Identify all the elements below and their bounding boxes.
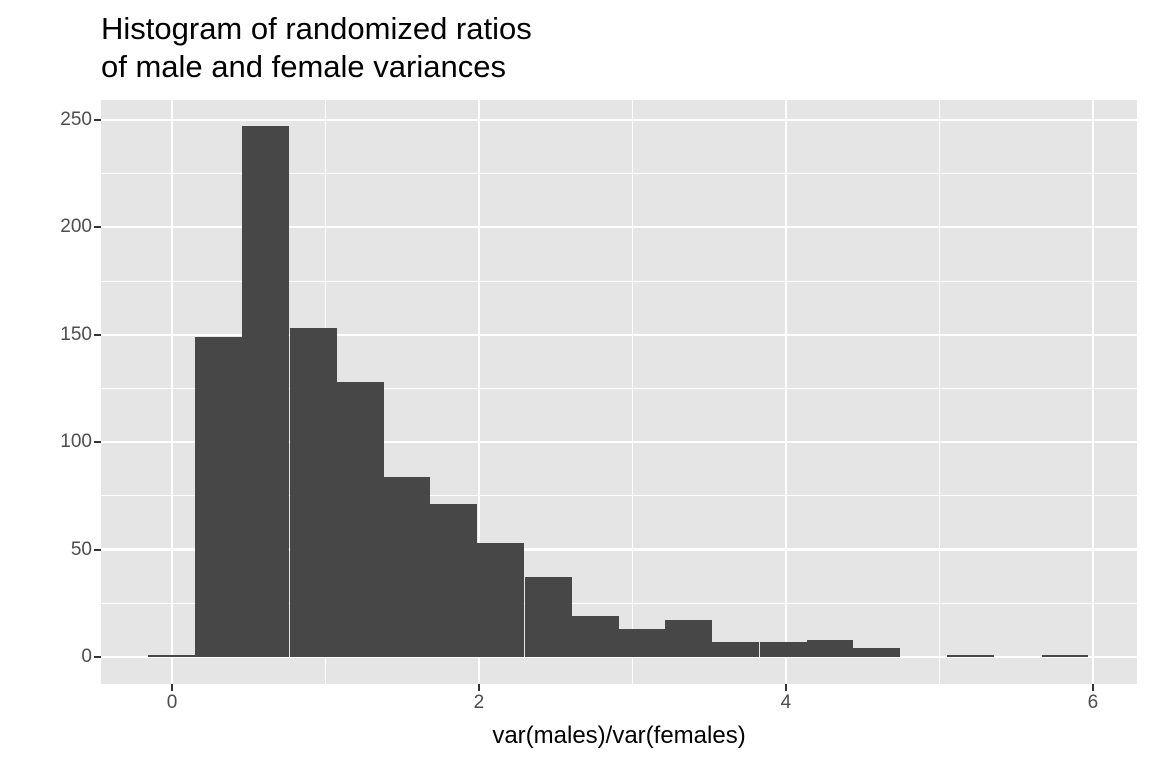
grid-line-major-x (784, 100, 788, 684)
y-tick-mark (94, 118, 101, 121)
x-tick-mark (477, 684, 480, 691)
x-tick-mark (1091, 684, 1094, 691)
grid-line-major-y (101, 118, 1137, 122)
grid-line-major-y (101, 226, 1137, 229)
histogram-bar (336, 382, 384, 657)
y-tick-label: 50 (70, 538, 92, 560)
histogram-bar (853, 648, 901, 657)
y-tick-label: 100 (60, 431, 92, 453)
chart-title: Histogram of randomized ratios of male a… (101, 11, 532, 84)
grid-line-major-y (101, 548, 1137, 551)
grid-line-minor-y (101, 173, 1137, 175)
histogram-bar (524, 577, 572, 657)
histogram-bar (618, 629, 666, 657)
histogram-bar (947, 654, 995, 657)
histogram-bar (242, 126, 290, 657)
grid-line-major-y (101, 441, 1137, 444)
histogram-bar (571, 616, 619, 657)
histogram-bar (195, 336, 243, 657)
x-axis-label: var(males)/var(females) (492, 722, 746, 749)
x-tick-label: 2 (473, 692, 485, 713)
grid-line-major-x (477, 100, 481, 684)
y-tick-label: 250 (60, 108, 92, 130)
histogram-bar (665, 620, 713, 657)
y-tick-mark (94, 226, 101, 229)
histogram-bar (430, 504, 478, 657)
histogram-bar (712, 641, 760, 657)
histogram-bar (759, 641, 807, 657)
grid-line-major-y (101, 655, 1137, 659)
y-tick-label: 0 (81, 645, 92, 667)
plot-panel (101, 100, 1137, 684)
histogram-bar (806, 639, 854, 657)
grid-line-minor-y (101, 495, 1137, 497)
x-tick-label: 6 (1087, 692, 1099, 713)
grid-line-minor-y (101, 387, 1137, 389)
histogram-bar (477, 543, 525, 657)
histogram-bar (383, 476, 431, 657)
x-tick-mark (784, 684, 787, 691)
grid-line-minor-x (938, 100, 940, 684)
grid-line-major-x (1091, 100, 1095, 684)
grid-line-minor-y (101, 280, 1137, 282)
y-tick-mark (94, 441, 101, 444)
x-tick-mark (170, 684, 173, 691)
y-tick-mark (94, 548, 101, 551)
histogram-bar (289, 328, 337, 657)
grid-line-major-x (170, 100, 174, 684)
x-tick-label: 4 (780, 692, 792, 713)
grid-line-major-y (101, 333, 1137, 336)
y-tick-mark (94, 333, 101, 336)
y-tick-mark (94, 655, 101, 658)
y-tick-label: 150 (60, 323, 92, 345)
grid-line-minor-y (101, 602, 1137, 604)
histogram-bar (1041, 654, 1089, 657)
x-tick-label: 0 (166, 692, 178, 713)
histogram-bar (148, 654, 196, 657)
y-tick-label: 200 (60, 216, 92, 238)
grid-line-minor-x (631, 100, 634, 684)
